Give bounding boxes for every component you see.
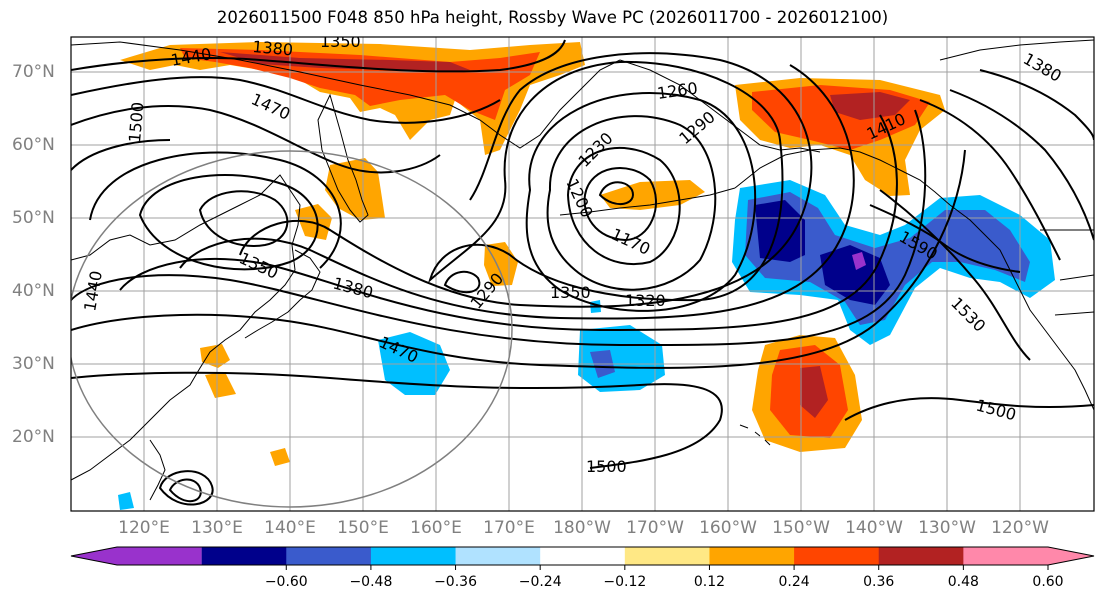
contour-1200 [583,167,657,242]
contour-1290 [525,92,757,312]
coastline-canada-north [939,39,1094,61]
anomaly-region-gulf-alaska-core2 [820,245,890,305]
lon-label-150e: 150°E [337,518,389,538]
map-title: 2026011500 F048 850 hPa height, Rossby W… [216,8,889,27]
anomaly-region-taiwan [200,344,230,368]
lat-label-20n: 20°N [12,427,55,447]
contour-1410 [119,114,898,332]
contour-east-high [919,99,1061,261]
contour-label: 1320 [625,291,666,310]
contour-label: 1500 [125,101,147,143]
lat-label-50n: 50°N [12,208,55,228]
lat-label-60n: 60°N [12,135,55,155]
contour-east-3 [979,69,1094,141]
lon-label-120w: 120°W [991,518,1049,538]
contour-lat-west [71,139,171,171]
coastline-north-america-west [949,204,1094,411]
map-frame [70,36,1095,512]
contour-west-low-2 [138,174,319,271]
coastline-alaska-west [619,59,821,153]
contour-1230 [566,146,681,265]
coastline-kamchatka [317,93,369,223]
lat-label-70n: 70°N [12,62,55,82]
anomaly-region-east-siberia-max [220,52,470,72]
negative-anomaly-regions [118,180,1055,510]
contour-1350 [239,52,813,308]
anomaly-region-gulf-alaska-core [755,200,805,262]
contour-siberia-2 [71,76,501,124]
coastline-siberia-north [71,41,621,149]
lon-label-180w: 180°W [553,518,611,538]
anomaly-region-kamchatka [325,158,385,220]
contour-west-low-3 [89,151,342,269]
contour-1590 [869,204,1021,273]
coastline-japan [244,249,321,339]
coastline-hawaii [739,424,771,446]
anomaly-region-okinawa [205,372,236,398]
coastline-philippines [149,439,166,501]
coastline-aleutians [559,187,736,216]
contour-1500 [71,371,723,469]
colorbar-tick-label: 0.36 [863,574,895,590]
colorbar-tick-label: −0.48 [349,574,393,590]
reference-circle [71,150,513,508]
contour-1470 [71,149,966,369]
colorbar-tick-label: −0.60 [264,574,308,590]
coastline-east-asia [71,174,301,481]
lon-label-120e: 120°E [118,518,170,538]
colorbar-tick-label: 0.12 [693,574,726,590]
lat-label-30n: 30°N [12,354,55,374]
contour-1290-west [443,270,481,294]
lon-label-150w: 150°W [772,518,830,538]
contour-label: 1500 [586,457,627,476]
contour-label: 1350 [550,283,591,302]
contour-label: 1380 [252,37,294,59]
colorbar-tick-label: −0.24 [518,574,562,590]
contour-label: 1350 [320,32,361,51]
lon-label-140e: 140°E [264,518,316,538]
coastline-us-border [1040,229,1094,316]
lon-label-130e: 130°E [191,518,243,538]
contour-1320 [428,60,784,302]
lon-label-130w: 130°W [918,518,976,538]
contour-east-2 [949,89,1094,241]
contour-1380 [179,64,855,320]
colorbar-tick-label: −0.12 [603,574,647,590]
colorbar-tick-label: 0.48 [947,574,979,590]
lat-label-40n: 40°N [12,281,55,301]
colorbar-tick-label: −0.36 [434,574,477,590]
anomaly-region-philippines [270,448,290,466]
colorbar-tick-label: 0.60 [1032,574,1064,590]
lon-label-160w: 160°W [699,518,757,538]
anomaly-region-gulf-alaska-mid [745,192,1030,325]
lon-label-170w: 170°W [626,518,684,538]
anomaly-region-tiny-south [118,492,134,510]
lon-label-170e: 170°E [483,518,535,538]
anomaly-region-alaska-max [830,92,910,120]
contour-1500-east [844,397,1094,421]
lon-label-140w: 140°W [845,518,903,538]
contour-1260 [546,115,717,291]
lon-label-160e: 160°E [410,518,462,538]
anomaly-region-hawaii-max [800,366,828,418]
contour-1440 [71,109,927,347]
contour-1530 [879,189,1031,361]
contour-1170 [598,181,634,205]
contour-ring-south-2 [158,470,214,506]
contour-west-low-1 [198,190,289,247]
colorbar-tick-label: 0.24 [778,574,810,590]
anomaly-region-gulf-alaska-min [852,252,866,270]
coastlines [71,39,1094,501]
height-contours [71,39,1094,506]
contour-siberia-1 [71,39,566,73]
